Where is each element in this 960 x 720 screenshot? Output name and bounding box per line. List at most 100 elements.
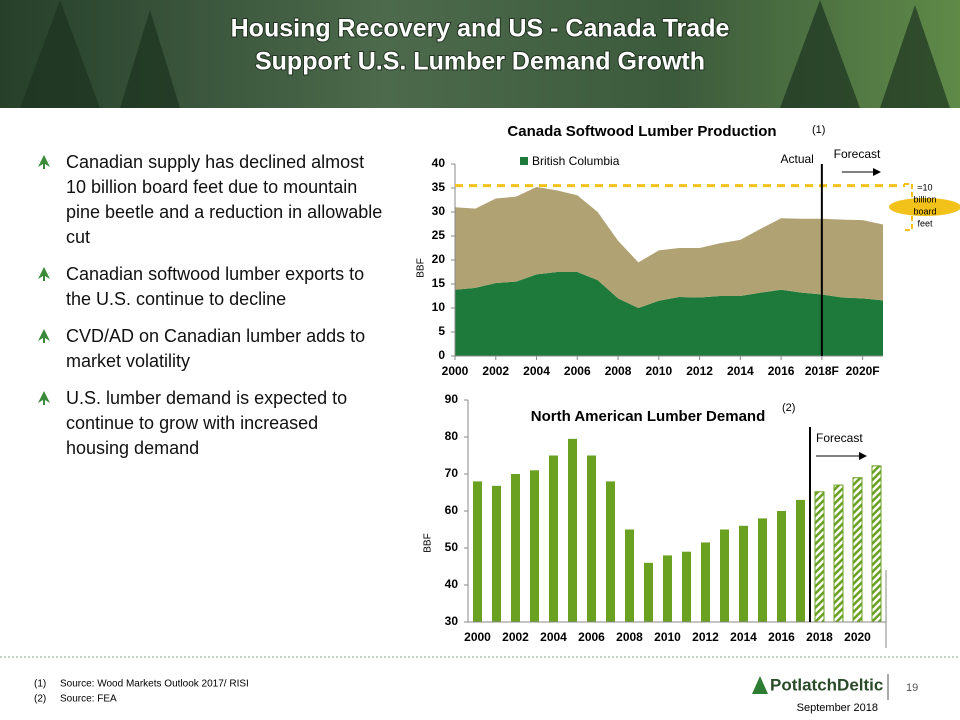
- y-axis-label: BBF: [423, 533, 434, 552]
- y-tick-label: 30: [445, 614, 459, 628]
- bar: [739, 525, 748, 622]
- y-tick-label: 0: [438, 348, 445, 362]
- bar: [644, 562, 653, 622]
- bar: [682, 551, 691, 622]
- gap-label: board: [913, 206, 936, 216]
- forecast-bar: [852, 477, 863, 623]
- bar: [492, 485, 501, 622]
- gap-label: ≈10: [918, 182, 933, 192]
- page-number: 19: [906, 682, 918, 694]
- y-tick-label: 60: [445, 503, 459, 517]
- y-tick-label: 80: [445, 429, 459, 443]
- bar: [511, 474, 520, 622]
- bullet-icon: [38, 267, 50, 281]
- x-tick-label: 2000: [442, 364, 469, 378]
- y-tick-label: 25: [432, 228, 446, 242]
- x-tick-label: 2014: [727, 364, 754, 378]
- bar: [663, 555, 672, 622]
- bar: [701, 542, 710, 622]
- x-tick-label: 2012: [692, 630, 719, 644]
- y-axis-label: BBF: [416, 258, 427, 277]
- x-tick-label: 2020: [844, 630, 871, 644]
- bullet: Canadian supply has declined almost 10 b…: [38, 150, 383, 250]
- y-tick-label: 40: [445, 577, 459, 591]
- y-tick-label: 50: [445, 540, 459, 554]
- forecast-bar: [814, 491, 825, 623]
- x-tick-label: 2018: [806, 630, 833, 644]
- bullet-text: Canadian softwood lumber exports to the …: [66, 264, 365, 309]
- legend-swatch: [520, 157, 528, 165]
- y-tick-label: 35: [432, 180, 446, 194]
- gap-label: billion: [913, 194, 936, 204]
- x-tick-label: 2016: [768, 364, 795, 378]
- y-tick-label: 70: [445, 466, 459, 480]
- title-line: Support U.S. Lumber Demand Growth: [255, 48, 705, 76]
- forecast-bar: [833, 484, 844, 623]
- y-tick-label: 15: [432, 276, 446, 290]
- footnote-marker: (1): [34, 679, 46, 690]
- x-tick-label: 2004: [523, 364, 550, 378]
- logo-icon: [752, 676, 768, 694]
- x-tick-label: 2016: [768, 630, 795, 644]
- title-note: (2): [782, 402, 795, 414]
- bar: [530, 470, 539, 622]
- gap-oval: [889, 198, 960, 216]
- bar: [606, 481, 615, 622]
- bar: [625, 529, 634, 622]
- x-tick-label: 2010: [645, 364, 672, 378]
- y-tick-label: 5: [438, 324, 445, 338]
- title-note: (1): [812, 124, 825, 136]
- bar: [473, 481, 482, 622]
- x-tick-label: 2020F: [846, 364, 880, 378]
- x-tick-label: 2006: [564, 364, 591, 378]
- bullet-text: CVD/AD on Canadian lumber adds to market…: [66, 326, 366, 371]
- x-tick-label: 2008: [616, 630, 643, 644]
- forecast-bar: [871, 465, 882, 623]
- footer-date: September 2018: [797, 702, 878, 714]
- tree-silhouettes: [20, 0, 950, 108]
- y-tick-label: 10: [432, 300, 446, 314]
- bullet: U.S. lumber demand is expected to contin…: [38, 386, 383, 461]
- bar: [796, 499, 805, 622]
- bullet-text: Canadian supply has declined almost 10 b…: [66, 152, 383, 247]
- forecast-label: Forecast: [834, 147, 881, 161]
- x-tick-label: 2004: [540, 630, 567, 644]
- y-tick-label: 90: [445, 392, 459, 406]
- bar: [549, 455, 558, 622]
- bar: [587, 455, 596, 622]
- bullet: CVD/AD on Canadian lumber adds to market…: [38, 324, 383, 374]
- footnote-text: Source: FEA: [60, 694, 117, 705]
- footnote-text: Source: Wood Markets Outlook 2017/ RISI: [60, 679, 249, 690]
- bullet-text: U.S. lumber demand is expected to contin…: [66, 388, 348, 458]
- x-tick-label: 2002: [482, 364, 509, 378]
- x-tick-label: 2000: [464, 630, 491, 644]
- chart-title: North American Lumber Demand: [531, 408, 766, 425]
- bullet-icon: [38, 391, 50, 405]
- x-tick-label: 2006: [578, 630, 605, 644]
- x-tick-label: 2014: [730, 630, 757, 644]
- x-tick-label: 2002: [502, 630, 529, 644]
- chart-title: Canada Softwood Lumber Production: [507, 123, 776, 140]
- bullet-list: Canadian supply has declined almost 10 b…: [38, 150, 383, 473]
- gap-label: feet: [917, 218, 933, 228]
- logo: PotlatchDeltic: [770, 675, 883, 694]
- title-line: Housing Recovery and US - Canada Trade: [231, 15, 730, 43]
- bullet-icon: [38, 155, 50, 169]
- x-tick-label: 2010: [654, 630, 681, 644]
- area-series: [455, 272, 883, 356]
- footnote-marker: (2): [34, 694, 46, 705]
- y-tick-label: 30: [432, 204, 446, 218]
- bar: [758, 518, 767, 622]
- legend-label: British Columbia: [532, 154, 620, 168]
- y-tick-label: 40: [432, 156, 446, 170]
- bullet: Canadian softwood lumber exports to the …: [38, 262, 383, 312]
- x-tick-label: 2018F: [805, 364, 839, 378]
- bullet-icon: [38, 329, 50, 343]
- x-tick-label: 2012: [686, 364, 713, 378]
- bar: [568, 438, 577, 622]
- gap-bracket: [904, 183, 913, 231]
- forecast-label: Forecast: [816, 431, 863, 445]
- area-series: [455, 187, 883, 308]
